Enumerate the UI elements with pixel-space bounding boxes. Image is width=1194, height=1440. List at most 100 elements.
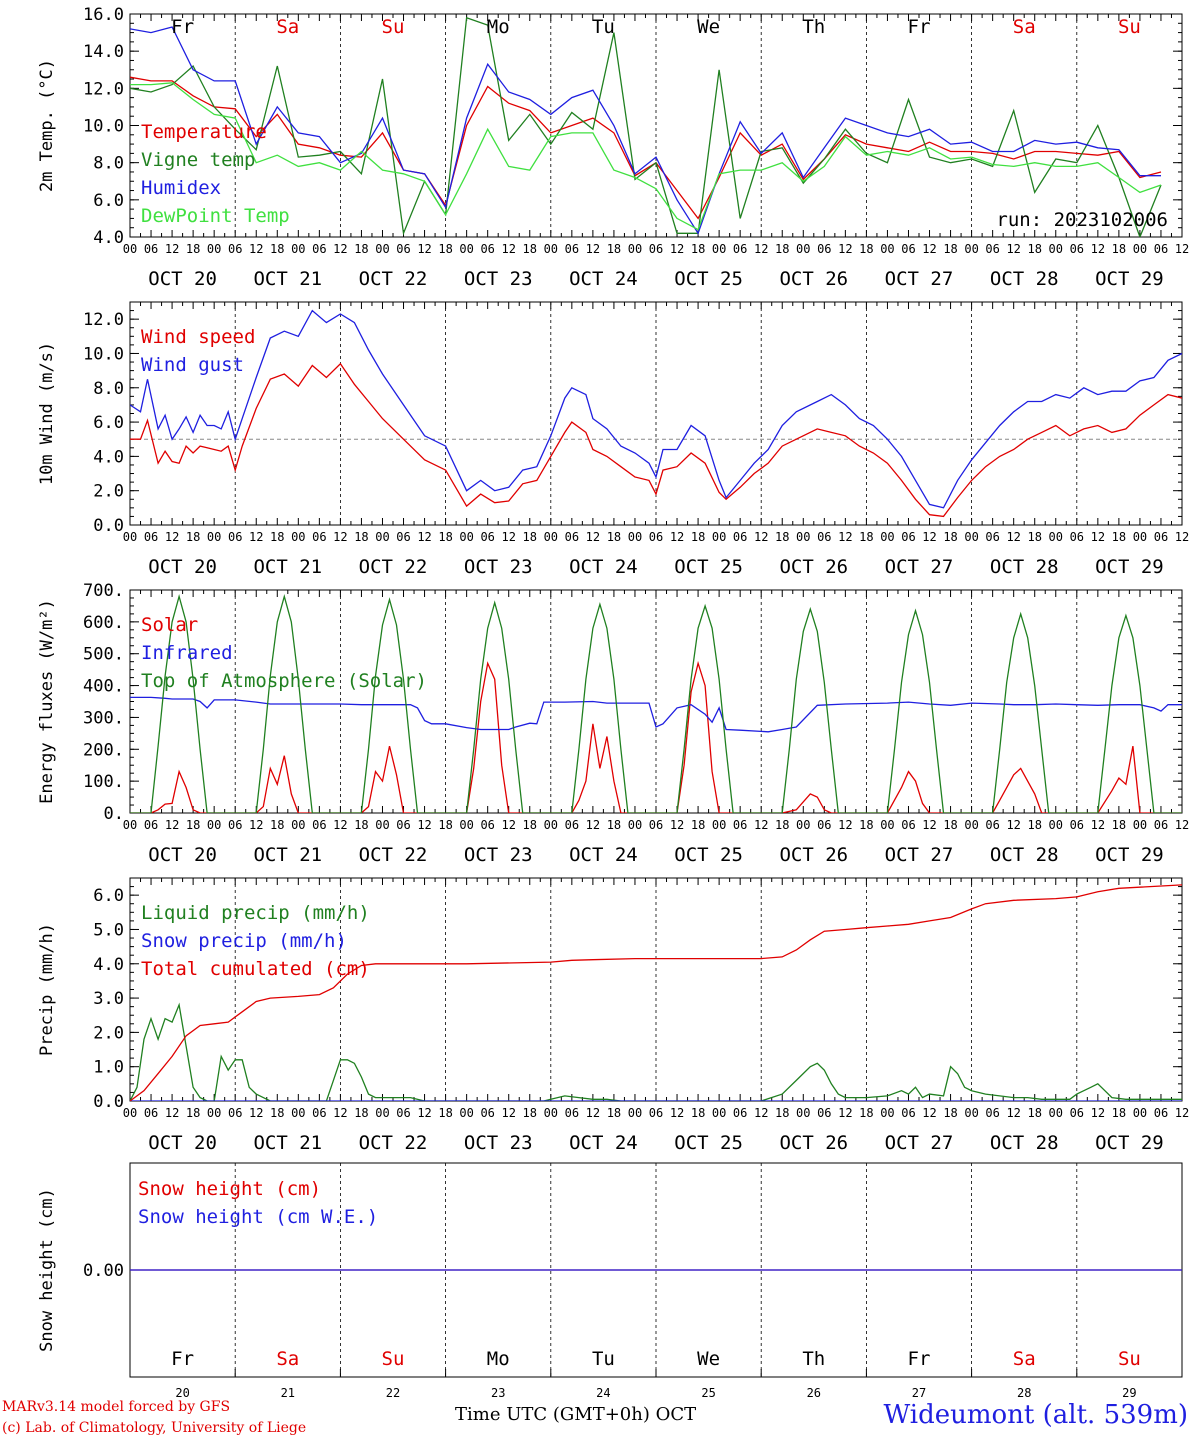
- date-label: OCT 26: [779, 1132, 848, 1154]
- x-tick-label: 18: [1112, 530, 1126, 544]
- x-tick-label: 06: [144, 530, 158, 544]
- x-tick-label: 18: [943, 242, 957, 256]
- date-label: OCT 23: [464, 556, 533, 578]
- x-tick-label: 12: [333, 530, 347, 544]
- x-tick-label: 00: [880, 530, 894, 544]
- run-label: run: 2023102006: [996, 209, 1168, 231]
- y-tick-label: 0.0: [93, 1092, 124, 1112]
- x-tick-label: 18: [1027, 242, 1041, 256]
- x-tick-label: 18: [775, 242, 789, 256]
- x-tick-label: 06: [901, 818, 915, 832]
- date-label: OCT 24: [569, 1132, 638, 1154]
- x-tick-label: 12: [922, 242, 936, 256]
- x-tick-label: 18: [270, 530, 284, 544]
- weekday-label: Sa: [276, 16, 299, 38]
- weekday-label: Fr: [171, 16, 194, 38]
- weekday-label: Fr: [908, 16, 931, 38]
- x-tick-label: 00: [459, 1106, 473, 1120]
- x-tick-label: 18: [775, 530, 789, 544]
- x-tick-label: 18: [354, 818, 368, 832]
- x-tick-label: 06: [312, 242, 326, 256]
- x-tick-label: 12: [165, 530, 179, 544]
- x-tick-label: 12: [333, 1106, 347, 1120]
- x-tick-label: 06: [228, 530, 242, 544]
- x-tick-label: 06: [396, 818, 410, 832]
- day-number-label: 28: [1017, 1386, 1031, 1400]
- x-tick-label: 06: [144, 1106, 158, 1120]
- weekday-label: Tu: [592, 16, 615, 38]
- x-tick-label: 06: [480, 1106, 494, 1120]
- x-tick-label: 00: [712, 818, 726, 832]
- x-tick-label: 12: [1091, 242, 1105, 256]
- x-tick-label: 12: [501, 1106, 515, 1120]
- x-tick-label: 18: [691, 818, 705, 832]
- x-tick-label: 12: [670, 530, 684, 544]
- x-tick-label: 12: [333, 242, 347, 256]
- x-tick-label: 00: [1049, 242, 1063, 256]
- x-tick-label: 12: [670, 242, 684, 256]
- x-tick-label: 12: [1091, 1106, 1105, 1120]
- date-label: OCT 25: [674, 1132, 743, 1154]
- x-tick-label: 12: [1006, 530, 1020, 544]
- date-label: OCT 27: [885, 268, 954, 290]
- x-tick-label: 18: [691, 530, 705, 544]
- date-label: OCT 20: [148, 556, 217, 578]
- date-label: OCT 25: [674, 268, 743, 290]
- y-tick-label: 0.0: [93, 516, 124, 536]
- x-tick-label: 12: [754, 242, 768, 256]
- y-tick-label: 8.0: [93, 154, 124, 174]
- x-tick-label: 12: [838, 818, 852, 832]
- x-tick-label: 12: [838, 530, 852, 544]
- x-tick-label: 00: [1133, 530, 1147, 544]
- x-tick-label: 18: [270, 1106, 284, 1120]
- legend-entry: Snow precip (mm/h): [141, 930, 347, 952]
- x-tick-label: 00: [712, 242, 726, 256]
- legend-entry: Total cumulated (cm): [141, 958, 370, 980]
- y-tick-label: 600.: [83, 613, 124, 633]
- y-tick-label: 300.: [83, 708, 124, 728]
- x-tick-label: 18: [607, 242, 621, 256]
- date-label: OCT 24: [569, 556, 638, 578]
- x-tick-label: 06: [144, 818, 158, 832]
- x-tick-label: 00: [628, 818, 642, 832]
- x-tick-label: 06: [312, 818, 326, 832]
- date-label: OCT 27: [885, 844, 954, 866]
- plot-frame: [129, 13, 1183, 238]
- x-tick-label: 06: [649, 530, 663, 544]
- x-tick-label: 18: [438, 242, 452, 256]
- x-tick-label: 06: [1070, 530, 1084, 544]
- y-tick-label: 2.0: [93, 482, 124, 502]
- x-tick-label: 18: [1027, 530, 1041, 544]
- x-tick-label: 06: [733, 530, 747, 544]
- x-tick-label: 18: [943, 530, 957, 544]
- legend-entry: Snow height (cm W.E.): [138, 1206, 378, 1228]
- plot-frame: [129, 589, 1183, 814]
- y-tick-label: 3.0: [93, 989, 124, 1009]
- weekday-label: Su: [382, 1348, 405, 1370]
- x-tick-label: 12: [670, 1106, 684, 1120]
- weekday-label: Su: [1118, 1348, 1141, 1370]
- date-label: OCT 20: [148, 844, 217, 866]
- x-tick-label: 18: [270, 242, 284, 256]
- x-tick-label: 18: [1112, 1106, 1126, 1120]
- x-tick-label: 18: [859, 242, 873, 256]
- x-tick-label: 12: [586, 818, 600, 832]
- x-tick-label: 00: [459, 530, 473, 544]
- day-number-label: 27: [912, 1386, 926, 1400]
- y-tick-label: 6.0: [93, 886, 124, 906]
- x-tick-label: 06: [901, 242, 915, 256]
- date-label: OCT 26: [779, 556, 848, 578]
- x-tick-label: 12: [754, 818, 768, 832]
- y-tick-label: 400.: [83, 677, 124, 697]
- date-label: OCT 26: [779, 844, 848, 866]
- legend-entry: Snow height (cm): [138, 1178, 321, 1200]
- date-label: OCT 26: [779, 268, 848, 290]
- x-tick-label: 00: [375, 818, 389, 832]
- x-tick-label: 12: [1175, 242, 1189, 256]
- x-tick-label: 06: [565, 818, 579, 832]
- x-tick-label: 06: [565, 1106, 579, 1120]
- y-tick-label: 8.0: [93, 379, 124, 399]
- x-tick-label: 06: [565, 530, 579, 544]
- legend-entry: Wind speed: [141, 326, 255, 348]
- date-label: OCT 27: [885, 556, 954, 578]
